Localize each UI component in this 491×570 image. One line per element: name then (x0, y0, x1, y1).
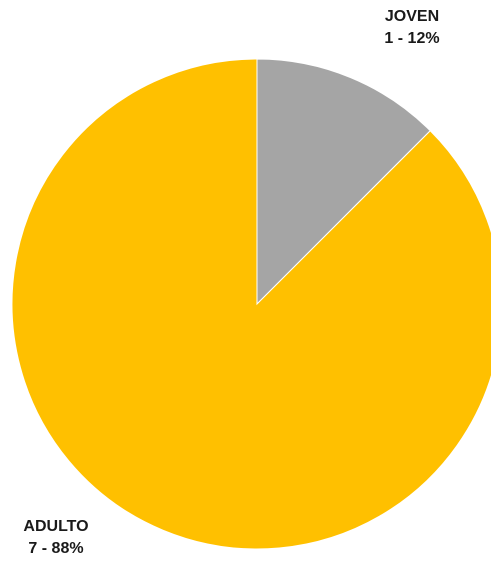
slice-label-adulto-value: 7 - 88% (28, 540, 84, 557)
slice-label-joven-value: 1 - 12% (384, 30, 440, 47)
slice-label-adulto: ADULTO 7 - 88% (6, 516, 106, 560)
slice-label-adulto-name: ADULTO (23, 518, 89, 535)
pie-slice-adulto (11, 58, 491, 550)
slice-label-joven: JOVEN 1 - 12% (357, 6, 467, 50)
slice-label-joven-name: JOVEN (384, 8, 440, 25)
pie-slice-joven (256, 58, 431, 306)
pie-slices (11, 58, 491, 550)
